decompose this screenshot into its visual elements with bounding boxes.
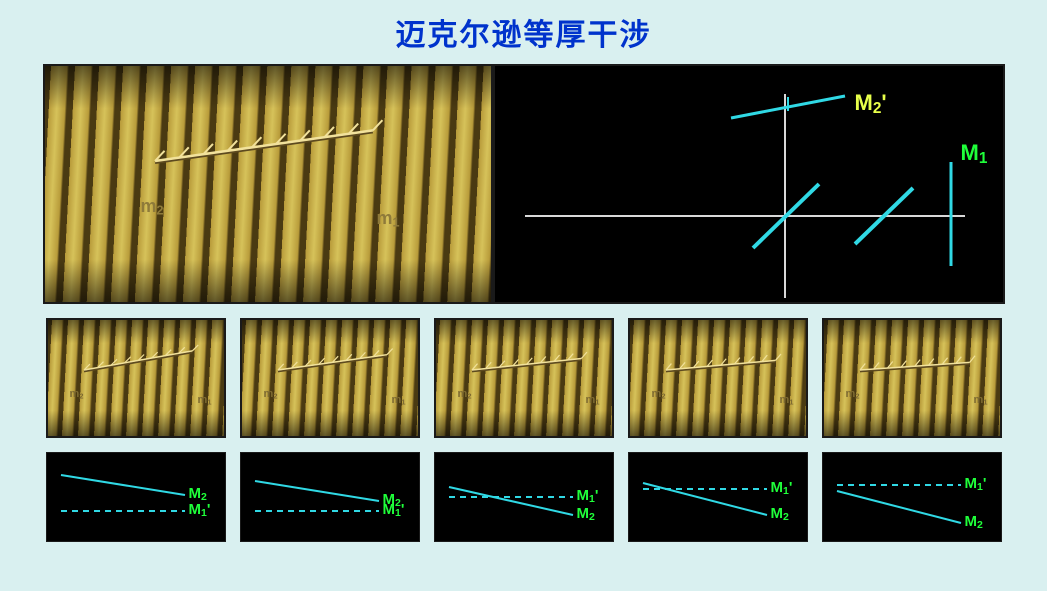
fringe-thumbnail: m2 m1 bbox=[46, 318, 226, 438]
mirror-orientation-diagram: M2M1' bbox=[46, 452, 226, 542]
fringe-thumbnail: m2 m1 bbox=[822, 318, 1002, 438]
top-row: m2 m1 M2' M1 bbox=[42, 64, 1005, 304]
fringe-thumb-m-label: m1 bbox=[198, 394, 212, 407]
schematic-mirror-label: M2' bbox=[855, 90, 887, 118]
mirror-diagram-row: M2M1'M2M1'M1'M2M1'M2M1'M2 bbox=[42, 452, 1005, 542]
mirror-orientation-diagram: M1'M2 bbox=[628, 452, 808, 542]
fringe-thumb-m-label: m1 bbox=[780, 394, 794, 407]
fringe-thumb-m-label: m2 bbox=[264, 388, 278, 401]
fringe-thumbnail: m2 m1 bbox=[240, 318, 420, 438]
fringe-thumbnail-row: m2 m1 m2 m1 m2 m1 m2 m1 m2 m1 bbox=[42, 318, 1005, 438]
mirror-diagram-label: M2 bbox=[965, 513, 983, 531]
mirror-diagram-label: M1' bbox=[965, 475, 987, 493]
fringe-thumb-m-label: m2 bbox=[846, 388, 860, 401]
mirror-orientation-diagram: M1' M2 bbox=[822, 452, 1002, 542]
fringe-thumb-m-label: m1 bbox=[974, 394, 988, 407]
mirror-diagram-label: M1' bbox=[771, 479, 793, 497]
fringe-thumb-m-label: m1 bbox=[586, 394, 600, 407]
mirror-orientation-diagram: M2M1' bbox=[240, 452, 420, 542]
schematic-mirror-label: M1 bbox=[961, 140, 988, 168]
fringe-thumbnail: m2 m1 bbox=[628, 318, 808, 438]
fringe-thumb-m-label: m2 bbox=[652, 388, 666, 401]
mirror-diagram-label: M1' bbox=[577, 487, 599, 505]
fringe-thumbnail: m2 m1 bbox=[434, 318, 614, 438]
slide-root: 迈克尔逊等厚干涉 m2 m1 M2' M1 m2 m1 m2 m1 m2 m1 m2 m1 m2 m1… bbox=[0, 0, 1047, 591]
interferometer-schematic-panel: M2' M1 bbox=[493, 64, 1005, 304]
slide-title: 迈克尔逊等厚干涉 bbox=[42, 10, 1005, 54]
fringe-m-label: m1 bbox=[377, 208, 400, 230]
mirror-diagram-label: M2 bbox=[577, 505, 595, 523]
fringe-thumb-m-label: m1 bbox=[392, 394, 406, 407]
fringe-thumb-m-label: m2 bbox=[70, 388, 84, 401]
fringe-m-label: m2 bbox=[141, 196, 164, 218]
mirror-diagram-label: M1' bbox=[189, 501, 211, 519]
mirror-diagram-label: M2 bbox=[771, 505, 789, 523]
fringe-thumb-m-label: m2 bbox=[458, 388, 472, 401]
large-fringe-panel: m2 m1 bbox=[43, 64, 493, 304]
mirror-diagram-label: M1' bbox=[383, 501, 405, 519]
mirror-orientation-diagram: M1'M2 bbox=[434, 452, 614, 542]
